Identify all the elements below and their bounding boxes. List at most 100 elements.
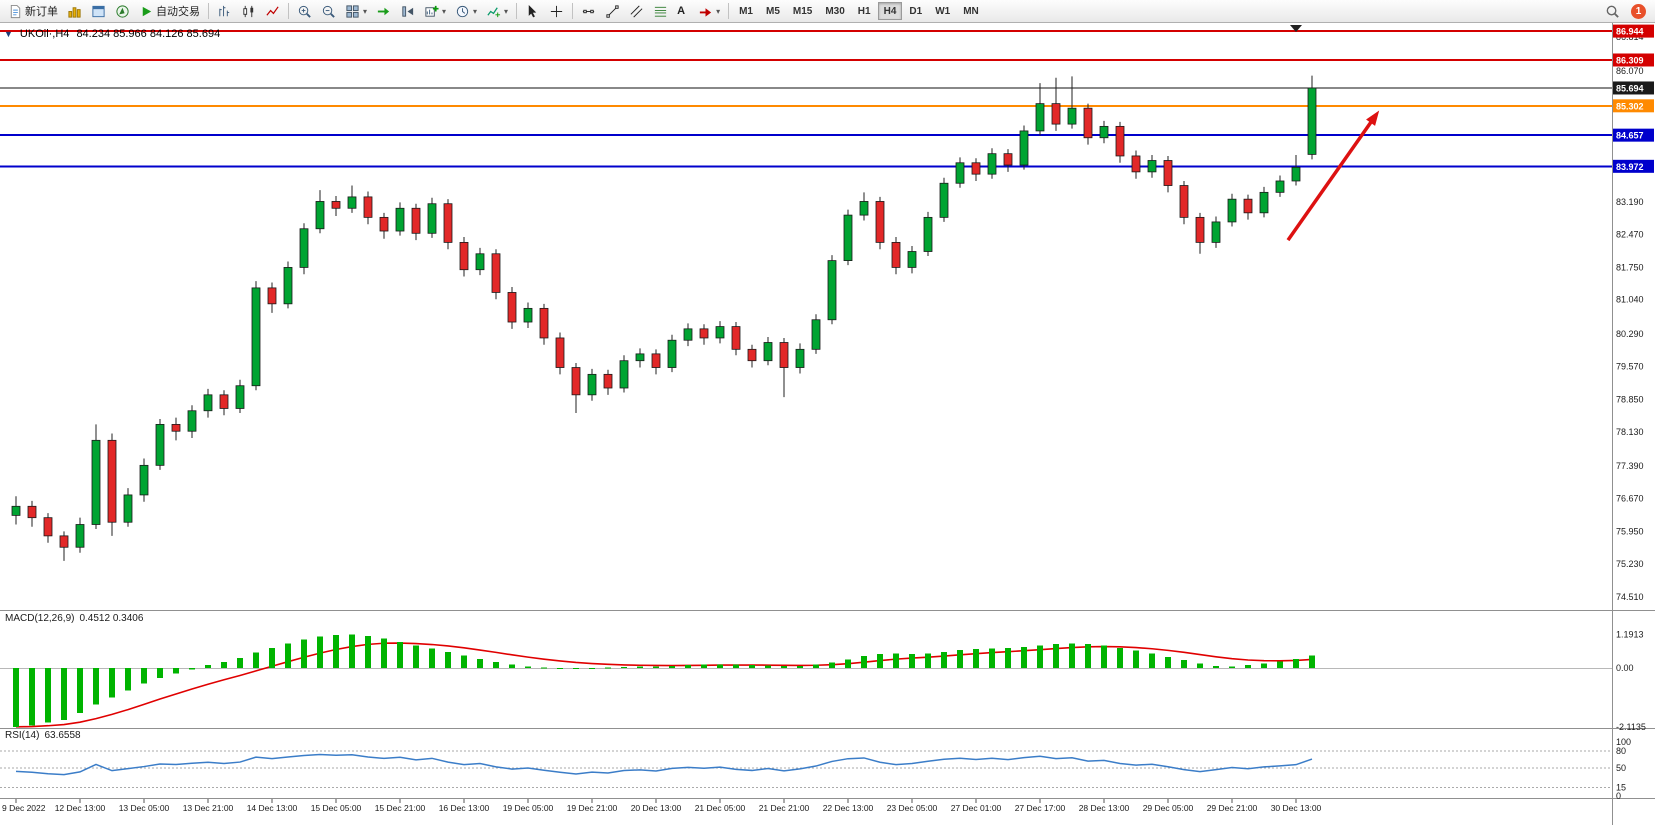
svg-text:74.510: 74.510 [1616,592,1644,602]
fibonacci-button[interactable] [649,1,672,21]
toolbar-buttons: 新订单 自动交易 ▾ ▾ ▾ ▾ A ▾ M1 M5 M15 M30 H1 H4 D1 W1 MN [4,1,985,21]
svg-text:76.670: 76.670 [1616,494,1644,504]
svg-text:27 Dec 17:00: 27 Dec 17:00 [1015,803,1066,813]
svg-text:83.190: 83.190 [1616,197,1644,207]
zoom-out-button[interactable] [317,1,340,21]
rsi-name: RSI(14) [5,730,40,741]
svg-text:13 Dec 21:00: 13 Dec 21:00 [183,803,234,813]
svg-text:16 Dec 13:00: 16 Dec 13:00 [439,803,490,813]
indicators-button[interactable]: ▾ [482,1,512,21]
arrows-button[interactable]: ▾ [694,1,724,21]
text-button[interactable]: A [673,1,693,21]
autotrading-button[interactable]: 自动交易 [135,1,204,21]
chart-ohlc-values: 84.234 85.966 84.126 85.694 [76,28,221,40]
new-order-button-label: 新订单 [25,6,58,18]
crosshair-button[interactable] [545,1,568,21]
dropdown-caret-icon: ▾ [473,6,478,16]
candlestick-chart-button[interactable] [237,1,260,21]
notification-badge[interactable]: 1 [1631,3,1646,19]
svg-text:15: 15 [1616,783,1626,793]
search-icon [1605,4,1620,19]
channel-icon [629,4,644,19]
price-tag-83.972 [1613,159,1654,173]
rsi-line [15,753,1313,776]
svg-text:50: 50 [1616,763,1626,773]
toolbar-right: 1 [1601,1,1651,21]
text-button-label: A [677,5,686,17]
arrow-annotation[interactable] [1286,110,1380,242]
timeframe-m1-button[interactable]: M1 [733,2,759,20]
macd-histogram [13,634,1315,727]
svg-text:21 Dec 21:00: 21 Dec 21:00 [759,803,810,813]
price-axis[interactable]: 86.81486.07083.19082.47081.75081.04080.2… [1613,24,1654,801]
svg-text:85.302: 85.302 [1616,101,1644,111]
new-chart-button[interactable]: ▾ [420,1,450,21]
dropdown-caret-icon: ▾ [504,6,509,16]
rsi-indicator-label: RSI(14) 63.6558 [5,730,86,741]
timeframe-d1-button[interactable]: D1 [903,2,928,20]
svg-text:29 Dec 21:00: 29 Dec 21:00 [1207,803,1258,813]
zoom-out-icon [321,4,336,19]
timeframe-h4-button[interactable]: H4 [877,2,903,20]
svg-text:86.070: 86.070 [1616,66,1644,76]
line-chart-button[interactable] [261,1,284,21]
trendline-button[interactable] [601,1,624,21]
navigator-button[interactable] [111,1,134,21]
chart-shift-marker[interactable] [1290,25,1302,32]
toolbar: 新订单 自动交易 ▾ ▾ ▾ ▾ A ▾ M1 M5 M15 M30 H1 H4 D1 W1 MN 1 [0,0,1655,23]
channel-button[interactable] [625,1,648,21]
new-order-button[interactable]: 新订单 [4,1,62,21]
svg-text:15 Dec 05:00: 15 Dec 05:00 [311,803,362,813]
crosshair-icon [549,4,564,19]
toolbar-separator [728,3,730,19]
search-button[interactable] [1601,1,1624,21]
price-tag-85.302 [1613,99,1654,113]
svg-text:19 Dec 21:00: 19 Dec 21:00 [567,803,618,813]
market-watch-icon [67,4,82,19]
timeframe-m15-button[interactable]: M15 [787,2,818,20]
svg-text:0.00: 0.00 [1616,663,1634,673]
hline-icon [581,4,596,19]
dropdown-caret-icon: ▾ [716,6,721,16]
svg-text:82.470: 82.470 [1616,230,1644,240]
svg-text:86.309: 86.309 [1616,55,1644,65]
svg-text:85.694: 85.694 [1616,83,1644,93]
one-click-panel-arrow-icon[interactable]: ▼ [4,29,13,39]
svg-text:29 Dec 05:00: 29 Dec 05:00 [1143,803,1194,813]
timeframe-m30-button[interactable]: M30 [819,2,850,20]
svg-text:78.850: 78.850 [1616,394,1644,404]
autoscroll-icon [376,4,391,19]
svg-text:75.230: 75.230 [1616,559,1644,569]
svg-text:75.950: 75.950 [1616,526,1644,536]
timeframe-h1-button[interactable]: H1 [852,2,877,20]
svg-text:13 Dec 05:00: 13 Dec 05:00 [119,803,170,813]
chart-shift-button[interactable] [396,1,419,21]
market-watch-button[interactable] [63,1,86,21]
horizontal-line-button[interactable] [577,1,600,21]
trendline-icon [605,4,620,19]
svg-text:-2.1135: -2.1135 [1616,722,1646,732]
horizontal-line-objects[interactable] [0,30,1612,168]
svg-text:78.130: 78.130 [1616,427,1644,437]
time-axis[interactable]: 9 Dec 2022 12 Dec 13:00 13 Dec 05:00 13 Dec… [2,799,1322,813]
timeframe-w1-button[interactable]: W1 [929,2,956,20]
bar-chart-button[interactable] [213,1,236,21]
periods-button[interactable]: ▾ [451,1,481,21]
auto-scroll-button[interactable] [372,1,395,21]
svg-text:21 Dec 05:00: 21 Dec 05:00 [695,803,746,813]
data-window-button[interactable] [87,1,110,21]
macd-name: MACD(12,26,9) [5,613,75,624]
toolbar-separator [288,3,289,19]
svg-text:77.390: 77.390 [1616,461,1644,471]
data-window-icon [91,4,106,19]
cursor-button[interactable] [521,1,544,21]
timeframe-mn-button[interactable]: MN [957,2,985,20]
timeframe-m5-button[interactable]: M5 [760,2,786,20]
svg-text:23 Dec 05:00: 23 Dec 05:00 [887,803,938,813]
rsi-panel [0,750,1612,789]
tile-windows-button[interactable]: ▾ [341,1,371,21]
macd-values: 0.4512 0.3406 [79,613,144,624]
zoom-in-button[interactable] [293,1,316,21]
chart-symbol-period: UKOil·,H4 [19,28,70,40]
